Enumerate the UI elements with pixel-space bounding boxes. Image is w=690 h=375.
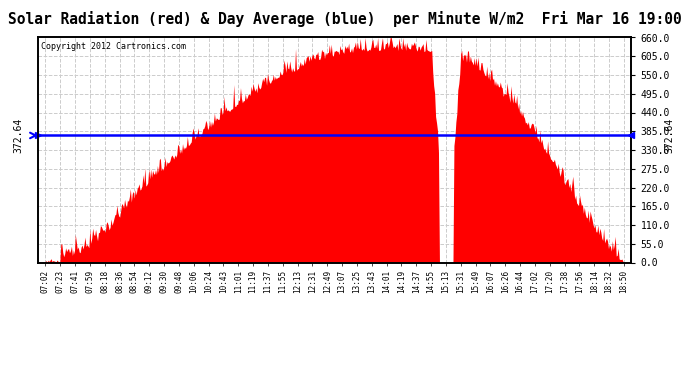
Text: Copyright 2012 Cartronics.com: Copyright 2012 Cartronics.com	[41, 42, 186, 51]
Text: Solar Radiation (red) & Day Average (blue)  per Minute W/m2  Fri Mar 16 19:00: Solar Radiation (red) & Day Average (blu…	[8, 11, 682, 27]
Text: 372.64: 372.64	[664, 118, 674, 153]
Text: 372.64: 372.64	[13, 118, 23, 153]
